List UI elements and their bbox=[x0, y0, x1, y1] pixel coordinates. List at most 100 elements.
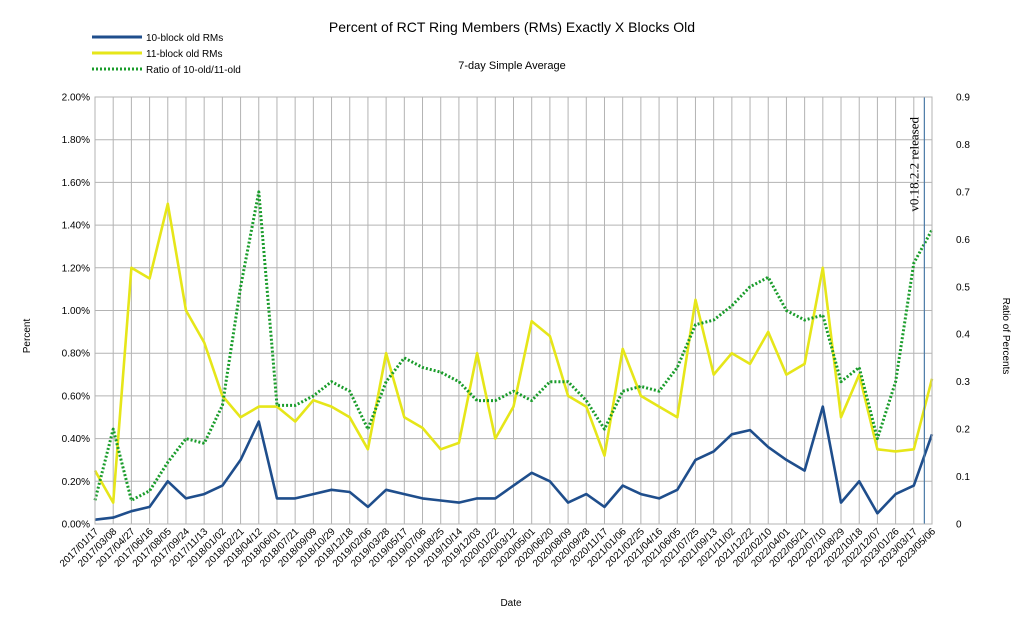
data-point bbox=[367, 448, 369, 450]
data-point bbox=[421, 366, 424, 369]
data-point bbox=[403, 493, 405, 495]
data-point bbox=[731, 433, 733, 435]
data-point bbox=[895, 450, 897, 453]
data-point bbox=[239, 286, 242, 288]
y-tick-label: 1.40% bbox=[62, 221, 90, 232]
data-point bbox=[330, 489, 333, 491]
legend-label-11-block: 11-block old RMs bbox=[146, 49, 223, 60]
data-point bbox=[512, 390, 515, 392]
data-point bbox=[476, 400, 478, 402]
y2-tick-label: 0 bbox=[956, 520, 962, 531]
data-point bbox=[858, 480, 860, 482]
data-point bbox=[913, 448, 915, 450]
data-point bbox=[112, 516, 114, 519]
data-point bbox=[622, 390, 624, 392]
y-axis-right: 0 0.1 0.2 0.3 0.4 0.5 0.6 0.7 0.8 0.9 bbox=[956, 93, 970, 531]
y2-tick-label: 0.7 bbox=[956, 187, 970, 198]
data-point bbox=[549, 335, 551, 337]
x-axis-title: Date bbox=[500, 598, 522, 609]
data-point bbox=[130, 267, 132, 269]
data-point bbox=[330, 381, 333, 383]
data-point bbox=[658, 497, 660, 499]
data-point bbox=[221, 484, 223, 487]
data-point bbox=[167, 480, 169, 482]
data-point bbox=[913, 262, 915, 264]
data-point bbox=[713, 319, 715, 321]
data-point bbox=[804, 470, 806, 472]
data-point bbox=[421, 427, 424, 429]
y-tick-label: 0.80% bbox=[62, 349, 90, 360]
data-point bbox=[203, 493, 205, 495]
data-point bbox=[185, 497, 187, 499]
data-point bbox=[403, 357, 405, 359]
data-point bbox=[294, 420, 296, 423]
data-point bbox=[130, 499, 132, 501]
data-point bbox=[531, 472, 533, 474]
data-point bbox=[622, 484, 624, 487]
data-point bbox=[676, 366, 678, 369]
data-point bbox=[239, 416, 242, 418]
data-point bbox=[276, 405, 278, 408]
data-point bbox=[822, 405, 824, 408]
data-point bbox=[749, 429, 751, 431]
data-point bbox=[367, 428, 369, 430]
data-point bbox=[494, 438, 496, 440]
data-point bbox=[913, 484, 915, 487]
data-point bbox=[895, 381, 897, 383]
data-point bbox=[239, 459, 242, 461]
data-point bbox=[203, 442, 205, 444]
legend-label-ratio: Ratio of 10-old/11-old bbox=[146, 65, 241, 76]
data-point bbox=[421, 497, 424, 499]
legend: 10-block old RMs 11-block old RMs Ratio … bbox=[92, 33, 241, 76]
data-point bbox=[731, 352, 733, 354]
series-2 bbox=[93, 190, 934, 502]
data-point bbox=[749, 363, 751, 365]
data-point bbox=[822, 267, 824, 269]
data-point bbox=[476, 497, 478, 499]
data-point bbox=[585, 493, 587, 495]
data-point bbox=[749, 286, 751, 288]
data-point bbox=[676, 489, 678, 491]
data-point bbox=[840, 381, 842, 383]
data-point bbox=[112, 428, 114, 430]
data-point bbox=[567, 395, 569, 397]
chart-subtitle: 7-day Simple Average bbox=[458, 60, 565, 72]
data-point bbox=[567, 381, 569, 383]
y-tick-label: 0.60% bbox=[62, 391, 90, 402]
data-point bbox=[167, 461, 169, 463]
data-point bbox=[312, 493, 314, 495]
data-point bbox=[148, 506, 151, 508]
data-point bbox=[622, 348, 624, 350]
data-point bbox=[804, 319, 806, 321]
data-point bbox=[895, 493, 897, 495]
data-point bbox=[440, 448, 442, 450]
data-point bbox=[785, 309, 788, 312]
x-axis: 2017/01/172017/03/082017/04/272017/06/16… bbox=[58, 526, 938, 569]
y-tick-label: 1.20% bbox=[62, 263, 90, 274]
data-point bbox=[294, 404, 296, 406]
data-point bbox=[531, 320, 533, 322]
data-point bbox=[276, 497, 278, 499]
data-point bbox=[785, 459, 788, 461]
data-point bbox=[767, 446, 769, 448]
data-point bbox=[585, 400, 587, 402]
release-marker-label: v0.18.2.2 released bbox=[906, 117, 921, 212]
y-tick-label: 2.00% bbox=[62, 93, 90, 104]
data-point bbox=[294, 497, 296, 499]
y2-tick-label: 0.5 bbox=[956, 282, 970, 293]
data-point bbox=[713, 450, 715, 453]
data-point bbox=[785, 373, 788, 376]
data-point bbox=[858, 366, 860, 369]
data-point bbox=[403, 416, 405, 418]
data-point bbox=[822, 314, 824, 316]
data-point bbox=[385, 381, 387, 383]
data-point bbox=[167, 203, 169, 205]
data-point bbox=[767, 276, 769, 278]
data-point bbox=[185, 309, 187, 312]
data-point bbox=[494, 497, 496, 499]
data-point bbox=[130, 510, 132, 512]
data-point bbox=[858, 373, 860, 376]
y2-tick-label: 0.9 bbox=[956, 93, 970, 104]
data-point bbox=[694, 324, 697, 326]
data-point bbox=[840, 502, 842, 504]
